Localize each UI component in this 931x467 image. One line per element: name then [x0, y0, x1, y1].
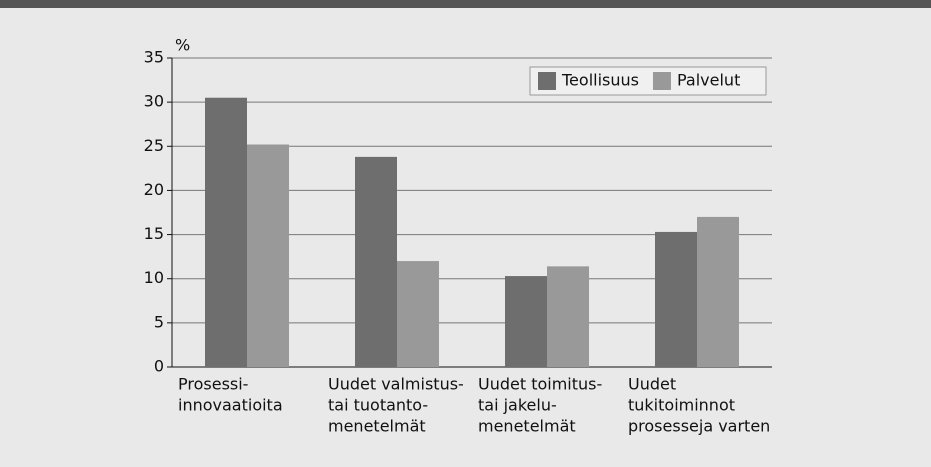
legend-label: Teollisuus — [561, 71, 639, 90]
x-tick-label: Prosessi- — [178, 375, 248, 394]
legend-box — [529, 66, 767, 96]
legend-swatch — [538, 72, 556, 90]
x-tick-label: tukitoiminnot — [628, 396, 735, 415]
y-axis-label: % — [175, 36, 190, 55]
y-tick-label: 20 — [144, 180, 164, 199]
y-tick-label: 10 — [144, 268, 164, 287]
bar — [247, 144, 289, 367]
y-tick-label: 15 — [144, 224, 164, 243]
bar — [397, 261, 439, 367]
x-tick-label: menetelmät — [478, 417, 576, 436]
bar — [205, 97, 247, 367]
legend-swatch — [652, 72, 671, 90]
bar — [505, 276, 547, 367]
y-tick-label: 0 — [154, 357, 164, 376]
x-tick-label: Uudet valmistus- — [328, 375, 464, 394]
bar — [655, 231, 697, 367]
y-tick-label: 35 — [144, 48, 164, 67]
x-tick-label: innovaatioita — [178, 396, 283, 415]
x-tick-label: tai tuotanto- — [328, 396, 428, 415]
legend-label: Palvelut — [677, 71, 740, 90]
x-tick-label: tai jakelu- — [478, 396, 557, 415]
y-tick-label: 5 — [154, 312, 164, 331]
bar — [547, 266, 589, 367]
bar — [355, 156, 397, 367]
x-tick-label: Uudet toimitus- — [478, 375, 602, 394]
x-tick-label: prosesseja varten — [628, 417, 770, 436]
y-tick-label: 25 — [144, 136, 164, 155]
top-border — [0, 0, 931, 8]
bar — [697, 216, 739, 367]
y-tick-label: 30 — [144, 92, 164, 111]
x-tick-label: menetelmät — [328, 417, 426, 436]
x-tick-label: Uudet — [628, 375, 676, 394]
